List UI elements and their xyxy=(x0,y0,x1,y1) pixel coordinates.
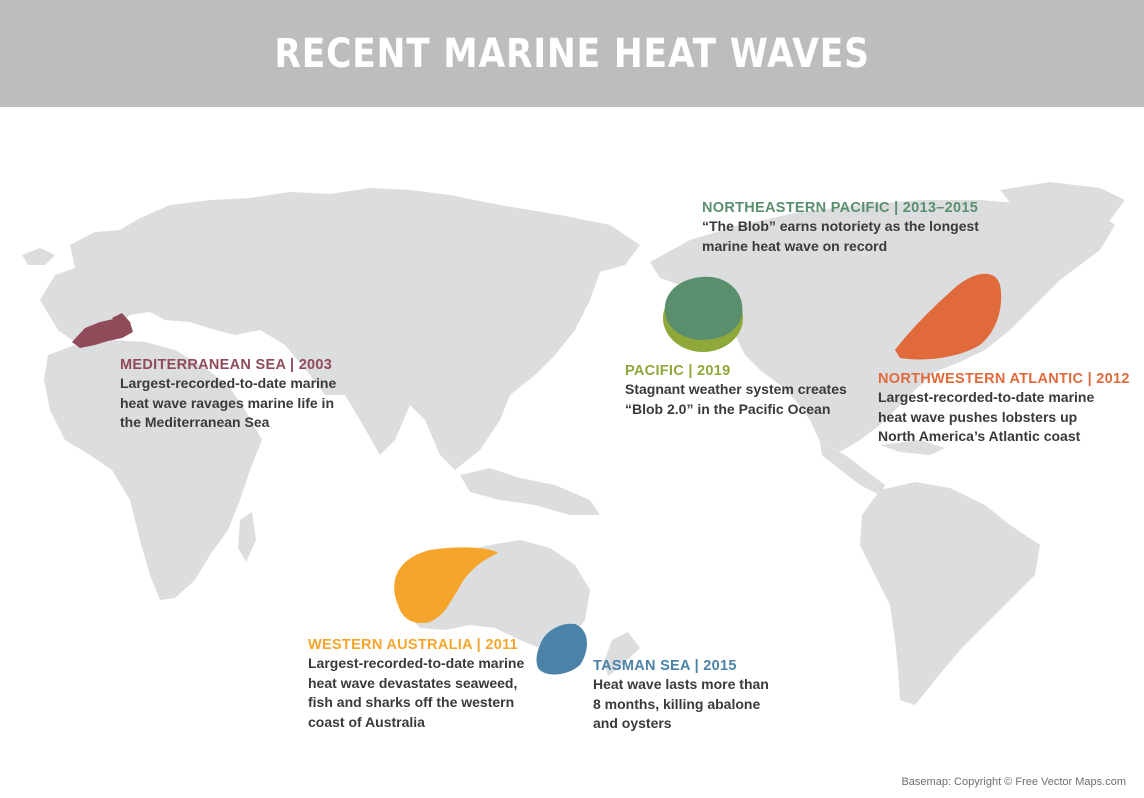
mediterranean-desc-line: heat wave ravages marine life in xyxy=(120,394,334,411)
header-banner: RECENT MARINE HEAT WAVES xyxy=(0,0,1144,107)
pacific-2019-desc-line: Stagnant weather system creates xyxy=(625,381,847,397)
pacific-2019-desc-line: “Blob 2.0” in the Pacific Ocean xyxy=(625,400,831,417)
new-zealand-landmass xyxy=(604,632,640,676)
southeast-asia-islands xyxy=(460,468,600,515)
madagascar-landmass xyxy=(238,512,256,562)
japan-landmass xyxy=(552,298,582,345)
western-australia-heatwave-region xyxy=(394,547,498,624)
northwestern-atlantic-heatwave-region xyxy=(895,273,1002,360)
caribbean-islands xyxy=(880,440,945,455)
tasman-sea-desc-line: and oysters xyxy=(593,715,672,731)
mediterranean-heatwave-region xyxy=(72,318,133,348)
eurasia-landmass xyxy=(40,188,640,470)
northeastern-pacific-heading: NORTHEASTERN PACIFIC | 2013–2015 xyxy=(702,200,979,216)
western-australia-desc-line: coast of Australia xyxy=(308,713,425,730)
label-northwestern-atlantic: NORTHWESTERN ATLANTIC | 2012 Largest-rec… xyxy=(878,370,1138,447)
south-america-landmass xyxy=(860,482,1040,705)
tasman-sea-heatwave-region xyxy=(536,623,587,675)
western-australia-desc-line: Largest-recorded-to-date marine xyxy=(308,655,525,671)
greenland-landmass xyxy=(1000,182,1125,232)
page-title: RECENT MARINE HEAT WAVES xyxy=(274,30,870,77)
mediterranean-heatwave-fragment xyxy=(112,313,130,328)
northwestern-atlantic-heading: NORTHWESTERN ATLANTIC | 2012 xyxy=(878,371,1130,387)
mediterranean-desc-line: the Mediterranean Sea xyxy=(120,414,270,430)
north-america-landmass xyxy=(650,200,1115,452)
tasman-sea-desc-line: Heat wave lasts more than xyxy=(593,676,769,692)
label-western-australia: WESTERN AUSTRALIA | 2011 Largest-recorde… xyxy=(308,636,608,732)
pacific-2019-heading: PACIFIC | 2019 xyxy=(625,363,731,379)
label-tasman-sea: TASMAN SEA | 2015 Heat wave lasts more t… xyxy=(593,657,893,734)
western-australia-heading: WESTERN AUSTRALIA | 2011 xyxy=(308,637,518,653)
tasman-sea-desc-line: 8 months, killing abalone xyxy=(593,695,761,712)
central-america-landmass xyxy=(820,442,885,495)
western-australia-desc-line: heat wave devastates seaweed, xyxy=(308,674,518,691)
northwestern-atlantic-desc-line: North America’s Atlantic coast xyxy=(878,428,1081,444)
label-northeastern-pacific: NORTHEASTERN PACIFIC | 2013–2015 “The Bl… xyxy=(702,199,1032,256)
label-mediterranean: MEDITERRANEAN SEA | 2003 Largest-recorde… xyxy=(120,356,420,433)
tasman-sea-heading: TASMAN SEA | 2015 xyxy=(593,658,737,674)
western-australia-desc-line: fish and sharks off the western xyxy=(308,694,515,710)
label-pacific-2019: PACIFIC | 2019 Stagnant weather system c… xyxy=(625,362,925,419)
iceland-landmass xyxy=(22,248,55,265)
northeastern-pacific-desc-line: marine heat wave on record xyxy=(702,237,888,254)
northeastern-pacific-desc-line: “The Blob” earns notoriety as the longes… xyxy=(702,218,979,234)
basemap-credit: Basemap: Copyright © Free Vector Maps.co… xyxy=(901,776,1126,788)
northwestern-atlantic-desc-line: heat wave pushes lobsters up xyxy=(878,408,1078,425)
mediterranean-heading: MEDITERRANEAN SEA | 2003 xyxy=(120,357,333,373)
africa-landmass xyxy=(44,340,262,600)
northwestern-atlantic-desc-line: Largest-recorded-to-date marine xyxy=(878,389,1095,405)
northeastern-pacific-heatwave-region xyxy=(664,276,743,340)
mediterranean-desc-line: Largest-recorded-to-date marine xyxy=(120,375,337,391)
